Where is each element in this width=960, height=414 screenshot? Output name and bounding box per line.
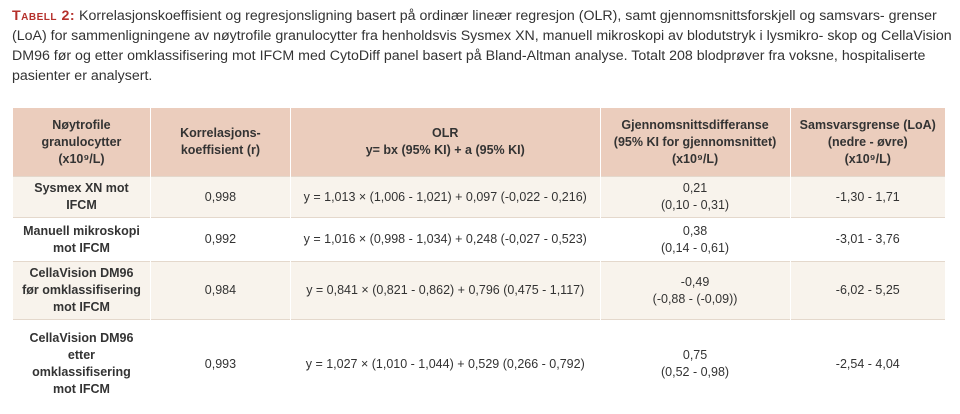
cell-line: y = 1,013 × (1,006 - 1,021) + 0,097 (-0,…: [303, 189, 587, 204]
table-cell: 0,998: [149, 176, 291, 218]
header-line: granulocytter: [41, 134, 122, 149]
cell-line: IFCM: [66, 198, 97, 212]
cell-line: -3,01 - 3,76: [835, 232, 900, 246]
cell-line: Manuell mikroskopi: [23, 223, 140, 238]
header-line: Korrelasjons-: [180, 126, 261, 140]
cell-line: 0,21: [682, 181, 708, 195]
cell-line: omklassifisering: [32, 365, 131, 380]
cell-line: 0,992: [204, 232, 237, 246]
header-line: Nøytrofile: [52, 117, 111, 132]
header-line: OLR: [432, 126, 459, 140]
cell-line: -1,30 - 1,71: [835, 189, 900, 204]
caption-line: fra voksne, hospitaliserte pasienter er …: [12, 48, 926, 84]
header-cell: Nøytrofile granulocytter (x10⁹/L): [12, 108, 151, 177]
table-cell: 0,38 (0,14 - 0,61): [599, 217, 791, 262]
table-row: Manuell mikroskopi mot IFCM 0,992 y = 1,016…: [12, 217, 945, 262]
cell-line: (-0,88 - (-0,09)): [652, 291, 738, 306]
header-line: koeffisient (r): [180, 143, 261, 157]
header-line: (nedre - øvre): [827, 134, 908, 149]
header-line: (x10⁹/L): [671, 151, 719, 166]
caption-label: Tabell 2:: [12, 8, 76, 24]
header-cell: OLR y= bx (95% KI) + a (95% KI): [289, 108, 601, 177]
table-cell: y = 1,027 × (1,010 - 1,044) + 0,529 (0,2…: [289, 319, 601, 409]
caption-line: skop og CellaVision DM96 før og etter om…: [12, 28, 952, 64]
header-row: Nøytrofile granulocytter (x10⁹/L) Korrelasj…: [12, 108, 945, 177]
cell-line: y = 1,016 × (0,998 - 1,034) + 0,248 (-0,…: [303, 232, 587, 246]
cell-line: 0,75: [682, 348, 708, 363]
cell-line: 0,993: [204, 356, 237, 371]
cell-line: mot IFCM: [53, 300, 110, 314]
table-cell: 0,75 (0,52 - 0,98): [599, 319, 791, 409]
header-line: (95% KI for gjennomsnittet): [613, 134, 777, 149]
table-cell: -3,01 - 3,76: [789, 217, 945, 262]
table-cell: -2,54 - 4,04: [789, 319, 945, 409]
cell-line: før omklassifisering: [22, 283, 141, 297]
header-line: y= bx (95% KI) + a (95% KI): [365, 143, 525, 157]
table: Nøytrofile granulocytter (x10⁹/L) Korrelasj…: [12, 108, 945, 409]
table-cell: y = 1,013 × (1,006 - 1,021) + 0,097 (-0,…: [289, 176, 601, 218]
cell-line: -2,54 - 4,04: [835, 356, 900, 371]
cell-line: mot IFCM: [53, 382, 110, 397]
table-body: Sysmex XN mot IFCM 0,998 y = 1,013 × (1,006…: [12, 176, 945, 409]
caption-line: grenser (LoA) for sammenligningene av nø…: [12, 8, 937, 44]
cell-line: y = 1,027 × (1,010 - 1,044) + 0,529 (0,2…: [305, 356, 585, 371]
table-cell: Manuell mikroskopi mot IFCM: [12, 217, 151, 262]
header-cell: Gjennomsnittsdifferanse (95% KI for gjenn…: [599, 108, 791, 177]
cell-line: (0,14 - 0,61): [661, 240, 730, 255]
table-cell: 0,992: [149, 217, 291, 262]
cell-line: -6,02 - 5,25: [835, 283, 900, 297]
table-cell: CellaVision DM96 etter omklassifisering mot…: [12, 319, 151, 409]
header-line: (x10⁹/L): [58, 151, 105, 166]
caption: Tabell 2: Korrelasjonskoeffisient og reg…: [12, 6, 952, 86]
cell-line: 0,984: [204, 283, 237, 297]
table-cell: y = 0,841 × (0,821 - 0,862) + 0,796 (0,4…: [289, 261, 601, 320]
table-row: CellaVision DM96 før omklassifisering mot …: [12, 261, 945, 320]
cell-line: 0,998: [204, 189, 237, 204]
caption-line: Korrelasjonskoeffisient og regresjonslig…: [79, 8, 885, 24]
table-cell: 0,993: [149, 319, 291, 409]
table-cell: CellaVision DM96 før omklassifisering mot …: [12, 261, 151, 320]
table-cell: y = 1,016 × (0,998 - 1,034) + 0,248 (-0,…: [289, 217, 601, 262]
table-row: CellaVision DM96 etter omklassifisering mot…: [12, 319, 945, 409]
header-line: Samsvarsgrense (LoA): [799, 117, 936, 132]
header-cell: Samsvarsgrense (LoA) (nedre - øvre) (x10⁹/…: [789, 108, 945, 177]
header-line: (x10⁹/L): [844, 151, 891, 166]
header-line: Gjennomsnittsdifferanse: [621, 117, 769, 132]
cell-line: -0,49: [680, 274, 710, 289]
cell-line: 0,38: [682, 223, 708, 238]
cell-line: (0,52 - 0,98): [661, 365, 730, 380]
table-cell: 0,984: [149, 261, 291, 320]
cell-line: y = 0,841 × (0,821 - 0,862) + 0,796 (0,4…: [306, 283, 585, 297]
cell-line: CellaVision DM96: [29, 331, 134, 346]
cell-line: mot IFCM: [53, 240, 110, 255]
cell-line: (0,10 - 0,31): [661, 198, 730, 212]
cell-line: Sysmex XN mot: [34, 181, 129, 195]
table-cell: Sysmex XN mot IFCM: [12, 176, 151, 218]
cell-line: CellaVision DM96: [29, 266, 134, 280]
table-cell: -1,30 - 1,71: [789, 176, 945, 218]
table-cell: 0,21 (0,10 - 0,31): [599, 176, 791, 218]
cell-line: etter: [67, 348, 96, 363]
table-cell: -6,02 - 5,25: [789, 261, 945, 320]
header-cell: Korrelasjons-koeffisient (r): [149, 108, 291, 177]
table-row: Sysmex XN mot IFCM 0,998 y = 1,013 × (1,006…: [12, 176, 945, 218]
table-cell: -0,49 (-0,88 - (-0,09)): [599, 261, 791, 320]
